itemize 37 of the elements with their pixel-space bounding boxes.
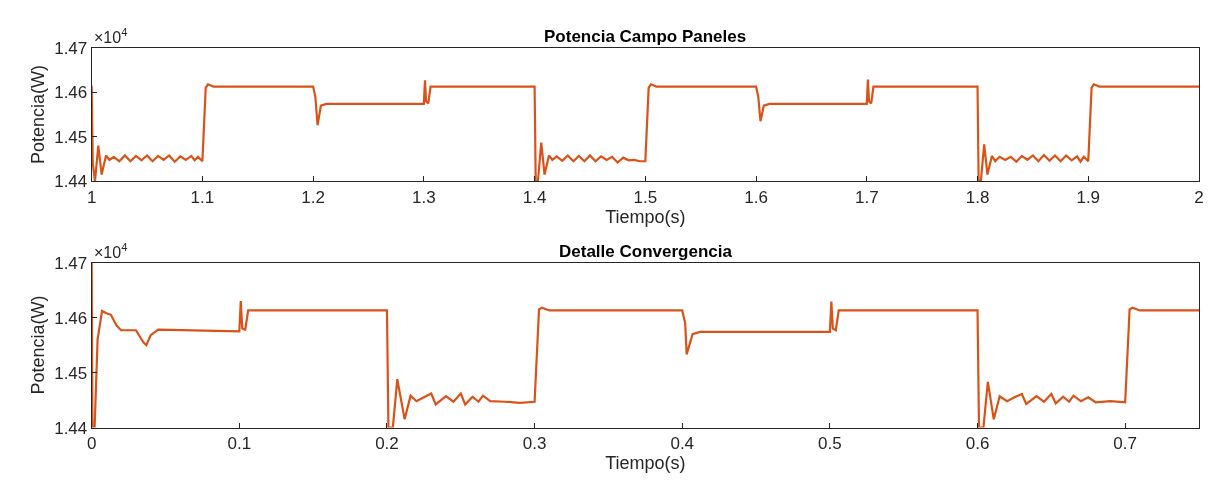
x-tick-label: 0.4 (670, 433, 695, 453)
x-tick-label: 1.1 (190, 187, 215, 207)
y-tick-label: 1.44 (54, 418, 88, 438)
y-tick-label: 1.45 (54, 127, 88, 147)
x-tick-label: 2 (1194, 187, 1204, 207)
line-series (91, 262, 1199, 428)
x-tick-label: 1.7 (854, 187, 879, 207)
y-tick-label: 1.46 (54, 83, 88, 103)
y-tick-label: 1.45 (54, 363, 88, 383)
y-tick-label: 1.44 (54, 172, 88, 192)
x-axis-title: Tiempo(s) (605, 452, 686, 473)
x-tick-label: 0.1 (227, 433, 252, 453)
y-tick-label: 1.47 (54, 253, 88, 273)
x-tick-label: 1.2 (301, 187, 325, 207)
x-tick-label: 0.3 (522, 433, 547, 453)
chart-title: Detalle Convergencia (559, 242, 733, 261)
y-tick-label: 1.46 (54, 308, 88, 328)
x-tick-label: 1.9 (1076, 187, 1101, 207)
x-tick-label: 0.5 (818, 433, 842, 453)
y-tick-label: 1.47 (54, 38, 88, 58)
x-tick-label: 0.7 (1113, 433, 1137, 453)
y-axis-title: Potencia(W) (28, 295, 49, 395)
x-tick-label: 0 (86, 433, 97, 453)
chart-title: Potencia Campo Paneles (544, 27, 747, 46)
line-series (91, 78, 1199, 182)
y-axis-title: Potencia(W) (28, 65, 49, 165)
x-tick-label: 0.6 (965, 433, 990, 453)
x-tick-label: 1.4 (522, 187, 547, 207)
x-tick-label: 1.8 (965, 187, 990, 207)
x-tick-label: 1.6 (744, 187, 768, 207)
x-axis-title: Tiempo(s) (605, 206, 686, 227)
x-tick-label: 0.2 (375, 433, 399, 453)
text: ×10$^{4}$ (94, 26, 128, 46)
x-tick-label: 1 (86, 187, 97, 207)
x-tick-label: 1.5 (633, 187, 658, 207)
text: ×10$^{4}$ (94, 241, 128, 261)
x-tick-label: 1.3 (412, 187, 436, 207)
